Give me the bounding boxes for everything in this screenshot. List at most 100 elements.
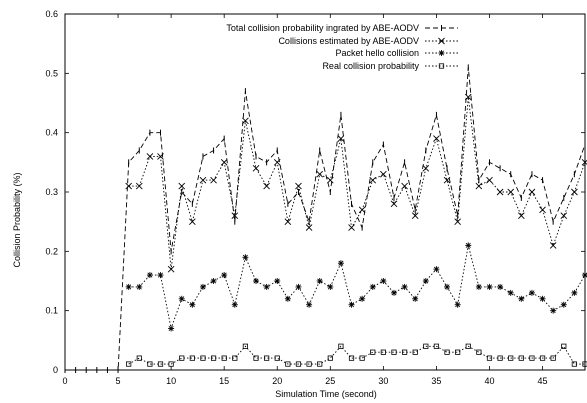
y-tick-label: 0 xyxy=(53,365,58,375)
data-point-star xyxy=(210,278,217,284)
data-point-star xyxy=(199,283,206,290)
x-stroke-b xyxy=(231,212,239,220)
series-2 xyxy=(125,93,587,273)
star-d2 xyxy=(370,284,376,290)
data-point-star xyxy=(560,301,567,308)
data-point-square xyxy=(295,361,302,367)
legend-label: Collisions estimated by ABE-AODV xyxy=(278,36,419,46)
y-tick-label: 0.6 xyxy=(45,9,58,19)
star-d2 xyxy=(317,278,323,284)
x-stroke-b xyxy=(560,212,568,220)
star-d2 xyxy=(200,284,206,290)
data-point-star xyxy=(157,272,164,279)
data-point-x xyxy=(305,224,313,231)
star-d2 xyxy=(476,284,482,290)
data-point-x xyxy=(295,182,302,190)
star-d2 xyxy=(433,266,439,272)
data-point-square xyxy=(157,361,164,367)
data-point-star xyxy=(316,278,323,284)
x-stroke-b xyxy=(146,153,154,160)
star-d2 xyxy=(518,296,524,302)
star-d2 xyxy=(157,272,164,278)
data-point-x xyxy=(464,93,472,101)
series-line xyxy=(128,97,586,270)
data-point-square xyxy=(200,355,206,361)
data-point-star xyxy=(444,283,451,290)
data-point-square xyxy=(136,355,142,361)
star-d2 xyxy=(497,284,503,290)
star-d2 xyxy=(168,325,174,331)
data-point-star xyxy=(295,283,302,290)
data-point-square xyxy=(285,361,291,367)
y-tick-label: 0.2 xyxy=(45,246,58,256)
x-stroke-b xyxy=(475,182,483,190)
x-stroke-b xyxy=(348,224,355,231)
data-point-star xyxy=(390,289,397,296)
data-point-x xyxy=(507,188,515,196)
data-point-x xyxy=(486,176,493,184)
data-point-x xyxy=(316,170,324,178)
data-point-square xyxy=(529,355,535,361)
x-tick-label: 25 xyxy=(325,376,335,386)
data-point-star xyxy=(438,50,445,56)
star-d2 xyxy=(423,278,429,284)
data-point-square xyxy=(465,343,471,349)
series-layer xyxy=(64,64,587,373)
series-1 xyxy=(64,64,586,373)
legend-label: Real collision probability xyxy=(322,61,419,71)
data-point-x xyxy=(475,182,483,190)
x-stroke-b xyxy=(539,206,546,214)
star-d2 xyxy=(438,50,445,56)
x-tick-label: 30 xyxy=(378,376,388,386)
data-point-square xyxy=(550,355,556,361)
data-point-square xyxy=(582,361,587,367)
star-d2 xyxy=(359,296,365,302)
x-stroke-b xyxy=(358,206,366,214)
data-point-square xyxy=(571,361,577,367)
data-point-star xyxy=(242,254,249,261)
data-point-star xyxy=(263,283,270,290)
x-stroke-b xyxy=(305,224,313,231)
data-point-star xyxy=(454,301,461,308)
data-point-x xyxy=(549,242,557,249)
data-point-square xyxy=(539,355,546,361)
data-point-star xyxy=(359,295,366,302)
y-tick-label: 0.1 xyxy=(45,306,58,316)
legend: Total collision probability ingrated by … xyxy=(226,23,458,71)
x-stroke-b xyxy=(464,93,472,101)
data-point-x xyxy=(358,206,366,214)
data-point-square xyxy=(338,343,344,349)
x-tick-label: 35 xyxy=(431,376,441,386)
data-point-square xyxy=(306,361,312,367)
data-point-star xyxy=(125,283,132,290)
data-point-star xyxy=(475,283,482,290)
data-point-star xyxy=(582,272,587,279)
star-d2 xyxy=(306,302,312,308)
x-stroke-b xyxy=(242,117,249,125)
data-point-square xyxy=(486,355,493,361)
star-d2 xyxy=(561,302,567,308)
data-point-star xyxy=(136,283,143,290)
star-d2 xyxy=(327,284,333,290)
data-point-x xyxy=(220,159,228,166)
x-stroke-b xyxy=(454,218,461,225)
y-tick-label: 0.5 xyxy=(45,68,58,78)
data-point-star xyxy=(327,283,334,290)
data-point-star xyxy=(507,289,514,296)
data-point-star xyxy=(528,289,535,296)
data-point-star xyxy=(433,266,440,273)
data-point-x xyxy=(210,176,217,184)
data-point-x xyxy=(571,188,578,196)
x-stroke-b xyxy=(157,153,164,160)
data-point-star xyxy=(422,278,429,284)
data-point-star xyxy=(369,283,376,290)
data-point-x xyxy=(411,212,419,220)
x-stroke-b xyxy=(199,176,207,184)
data-point-x xyxy=(438,37,445,45)
data-point-star xyxy=(465,242,472,249)
data-point-x xyxy=(135,182,143,190)
data-point-x xyxy=(454,218,461,225)
series-4 xyxy=(126,343,587,367)
